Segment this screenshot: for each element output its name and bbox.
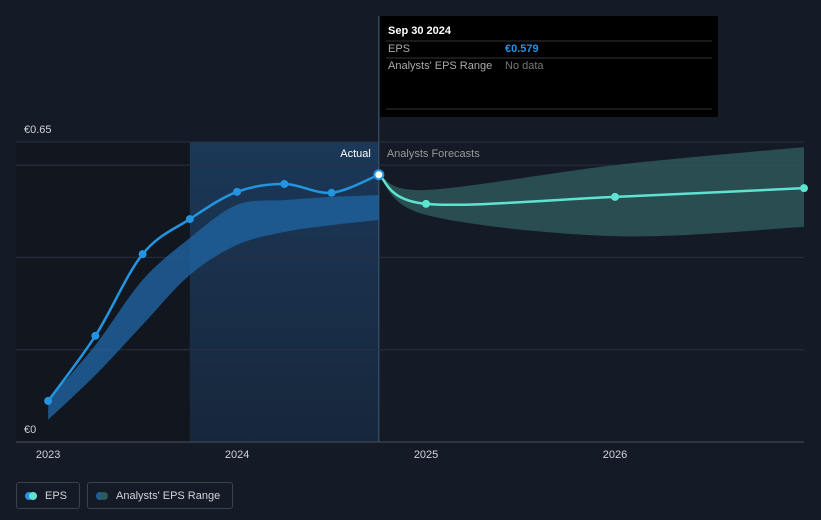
eps-point bbox=[185, 215, 194, 224]
eps-point bbox=[327, 188, 336, 197]
range-band bbox=[48, 195, 379, 420]
eps-point bbox=[422, 199, 431, 208]
y-tick-label: €0 bbox=[24, 424, 36, 436]
tooltip-value: No data bbox=[505, 60, 544, 72]
legend-swatch bbox=[100, 491, 108, 500]
legend-item[interactable]: EPS bbox=[16, 482, 80, 509]
eps-point bbox=[44, 396, 53, 405]
annotation: Analysts Forecasts bbox=[387, 148, 480, 160]
eps-point bbox=[800, 184, 808, 193]
y-tick-label: €0.65 bbox=[24, 124, 52, 136]
range-band bbox=[378, 147, 804, 237]
eps-point bbox=[91, 331, 100, 340]
x-tick-label: 2024 bbox=[225, 449, 249, 461]
legend-label: EPS bbox=[45, 489, 68, 502]
highlight-region bbox=[189, 142, 379, 442]
eps-point bbox=[611, 192, 620, 201]
tooltip-box bbox=[380, 16, 718, 117]
eps-point bbox=[280, 180, 289, 188]
legend-label: Analysts' EPS Range bbox=[116, 489, 221, 502]
tooltip-label: EPS bbox=[388, 43, 410, 55]
tooltip-value: €0.579 bbox=[505, 43, 539, 55]
eps-point bbox=[233, 187, 242, 196]
eps-point bbox=[138, 250, 147, 259]
legend-item[interactable]: Analysts' EPS Range bbox=[87, 482, 233, 509]
legend-swatch bbox=[29, 491, 37, 500]
x-tick-label: 2023 bbox=[36, 449, 60, 461]
x-tick-label: 2025 bbox=[414, 449, 438, 461]
x-tick-label: 2026 bbox=[603, 449, 627, 461]
tooltip-label: Analysts' EPS Range bbox=[388, 60, 492, 72]
eps-point bbox=[373, 169, 385, 181]
annotation: Actual bbox=[340, 148, 371, 160]
tooltip-title: Sep 30 2024 bbox=[388, 25, 452, 37]
eps-line bbox=[378, 173, 805, 207]
